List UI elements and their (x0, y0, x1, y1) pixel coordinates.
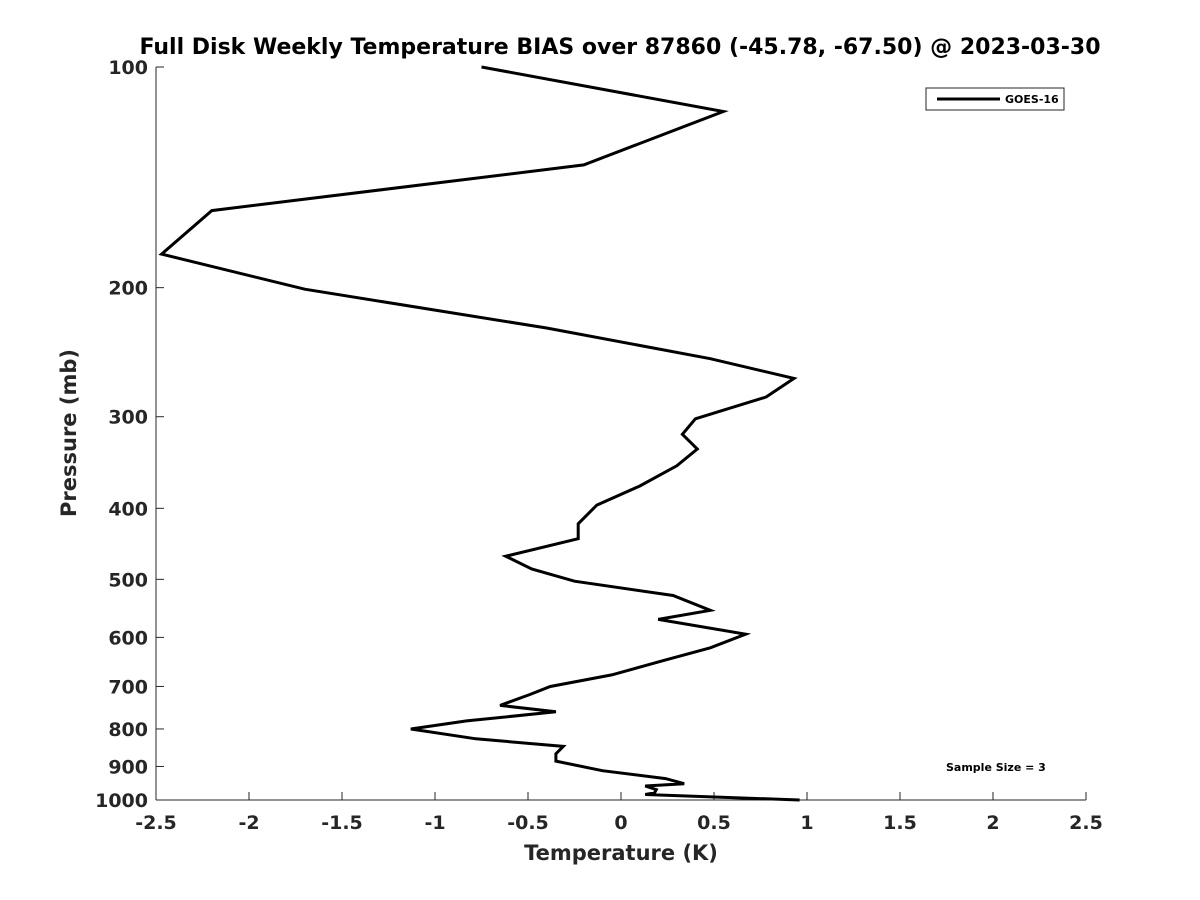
plot-area (158, 65, 800, 802)
y-axis-label: Pressure (mb) (57, 349, 81, 517)
x-tick-label: -1.5 (321, 812, 363, 834)
x-tick-label: -0.5 (507, 812, 549, 834)
y-tick-label: 600 (108, 627, 148, 649)
y-tick-label: 200 (108, 278, 148, 300)
y-tick-label: 100 (108, 57, 148, 79)
y-tick-label: 900 (108, 756, 148, 778)
x-tick-label: -2.5 (135, 812, 177, 834)
y-tick-label: 700 (108, 676, 148, 698)
legend-label: GOES-16 (1005, 93, 1059, 106)
legend: GOES-16 (925, 87, 1065, 111)
series-line-goes-16 (158, 65, 800, 802)
chart-title: Full Disk Weekly Temperature BIAS over 8… (139, 35, 1100, 60)
y-tick-label: 500 (108, 569, 148, 591)
x-axis-label: Temperature (K) (524, 841, 718, 865)
sample-size-annotation: Sample Size = 3 (946, 761, 1046, 774)
x-tick-label: 0.5 (697, 812, 731, 834)
y-tick-label: 400 (108, 498, 148, 520)
x-ticks: -2.5 -2 -1.5 -1 -0.5 0 0.5 1 1.5 2 2.5 (135, 792, 1103, 834)
y-tick-label: 300 (108, 407, 148, 429)
x-tick-label: 2.5 (1069, 812, 1103, 834)
x-tick-label: -1 (424, 812, 445, 834)
x-tick-label: 1.5 (883, 812, 917, 834)
y-tick-label: 1000 (95, 790, 148, 812)
x-tick-label: 1 (800, 812, 813, 834)
x-tick-label: -2 (238, 812, 259, 834)
y-tick-label: 800 (108, 719, 148, 741)
x-tick-label: 2 (986, 812, 999, 834)
y-ticks: 100 200 300 400 500 600 700 800 900 1000 (95, 57, 164, 812)
x-tick-label: 0 (614, 812, 627, 834)
